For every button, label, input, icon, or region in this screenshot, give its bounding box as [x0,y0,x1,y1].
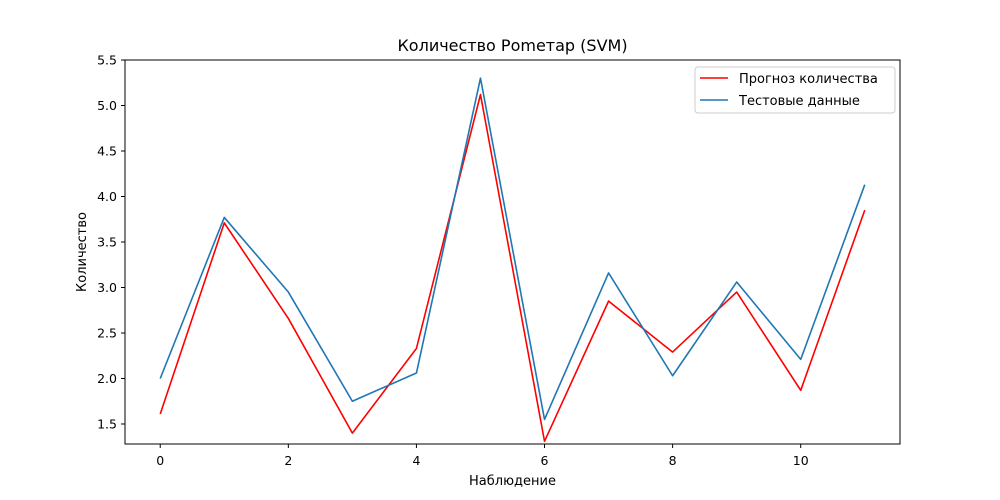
x-axis: 0 2 4 6 8 10 [156,444,809,468]
y-tick-label: 1.5 [97,416,117,431]
y-tick-label: 2.5 [97,325,117,340]
y-axis-label: Количество [75,212,90,292]
y-tick-label: 3.0 [97,280,117,295]
legend-label-forecast: Прогноз количества [739,72,878,87]
x-axis-label: Наблюдение [469,474,556,489]
y-tick-label: 3.5 [97,234,117,249]
series-layer [159,77,866,443]
y-tick-label: 4.5 [97,143,117,158]
legend: Прогноз количества Тестовые данные [694,66,896,114]
x-tick-label: 4 [412,453,420,468]
x-tick-label: 8 [669,453,677,468]
x-tick-label: 0 [156,453,164,468]
y-tick-label: 5.0 [97,98,117,113]
plot-frame [124,59,901,445]
chart-title: Количество Роmетар (SVM) [397,36,627,55]
legend-box [694,66,896,114]
y-axis: 1.5 2.0 2.5 3.0 3.5 4.0 4.5 5.0 5.5 [97,53,125,431]
x-tick-label: 6 [541,453,549,468]
y-tick-label: 2.0 [97,371,117,386]
x-tick-label: 10 [793,453,809,468]
series-line-test-data [159,77,866,421]
legend-label-test-data: Тестовые данные [738,94,860,109]
x-tick-label: 2 [284,453,292,468]
y-tick-label: 5.5 [97,53,117,68]
series-line-forecast [159,93,866,443]
y-tick-label: 4.0 [97,189,117,204]
